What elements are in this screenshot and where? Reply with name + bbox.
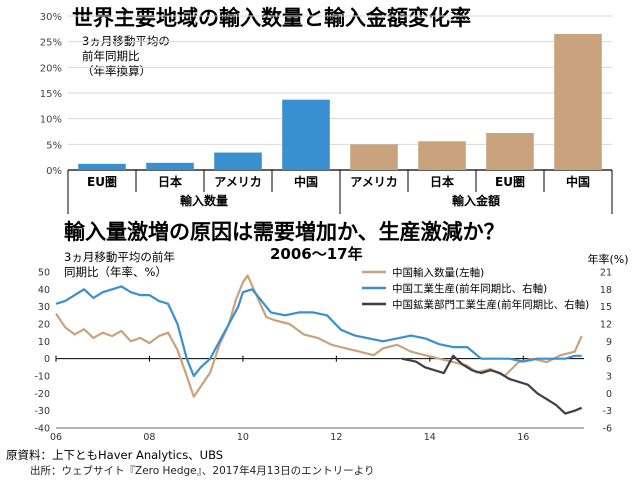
y-right-tick-label: -6 xyxy=(603,424,612,435)
bar xyxy=(282,99,330,170)
category-label: EU圏 xyxy=(87,175,117,189)
x-tick-label: 12 xyxy=(330,432,342,443)
series-line xyxy=(55,285,582,378)
category-label: アメリカ xyxy=(214,175,261,189)
x-tick-label: 10 xyxy=(237,432,249,443)
y-right-tick-label: 18 xyxy=(600,285,612,296)
category-label: 日本 xyxy=(158,174,182,189)
bar xyxy=(418,141,466,170)
top-chart-note: 3ヵ月移動平均の 前年同期比 （年率換算） xyxy=(82,34,170,78)
y-tick-label: 20% xyxy=(40,63,62,74)
legend-label: 中国工業生産(前年同期比、右軸) xyxy=(392,282,547,295)
x-tick-label: 16 xyxy=(517,432,529,443)
bar xyxy=(486,133,534,170)
x-tick-label: 14 xyxy=(424,432,436,443)
y-left-tick-label: 40 xyxy=(38,285,50,296)
bottom-chart-note: 3ヵ月移動平均の前年 同期比（年率、%） xyxy=(64,250,175,279)
category-label: 日本 xyxy=(430,174,454,189)
bottom-chart-title: 輸入量激増の原因は需要増加か、生産激減か？ xyxy=(64,220,505,244)
y-left-tick-label: 20 xyxy=(38,320,50,331)
bar xyxy=(146,162,194,170)
bar xyxy=(78,163,126,170)
bar xyxy=(554,33,602,170)
y-tick-label: 0% xyxy=(46,166,62,177)
citation-line: 出所：ウェブサイト『Zero Hedge』、2017年4月13日のエントリーより xyxy=(30,465,375,477)
y-left-tick-label: -20 xyxy=(34,389,50,400)
group-label: 輸入金額 xyxy=(452,193,500,208)
y-left-tick-label: 50 xyxy=(38,268,50,279)
bar xyxy=(350,144,398,170)
y-right-tick-label: 12 xyxy=(600,320,612,331)
legend-label: 中国鉱業部門工業生産(前年同期比、右軸) xyxy=(392,298,589,311)
y-left-tick-label: 30 xyxy=(38,302,50,313)
y-tick-label: 10% xyxy=(40,115,62,126)
y-right-tick-label: 6 xyxy=(606,354,612,365)
y-left-tick-label: -10 xyxy=(34,372,50,383)
y-tick-label: 15% xyxy=(40,89,62,100)
y-tick-label: 5% xyxy=(46,140,62,151)
y-right-tick-label: 0 xyxy=(606,389,612,400)
bar xyxy=(214,152,262,170)
y-left-tick-label: 0 xyxy=(44,354,50,365)
y-tick-label: 25% xyxy=(40,38,62,49)
legend-label: 中国輸入数量(左軸) xyxy=(392,266,484,279)
y-left-tick-label: -30 xyxy=(34,406,50,417)
category-label: アメリカ xyxy=(350,175,397,189)
category-label: 中国 xyxy=(566,174,590,189)
bottom-chart-subtitle: 2006～17年 xyxy=(270,245,363,263)
x-tick-label: 08 xyxy=(143,432,155,443)
y-tick-label: 30% xyxy=(40,12,62,23)
group-label: 輸入数量 xyxy=(180,193,228,208)
category-label: EU圏 xyxy=(495,175,525,189)
y-right-tick-label: -3 xyxy=(603,406,612,417)
top-chart-title: 世界主要地域の輸入数量と輸入金額変化率 xyxy=(72,6,471,30)
y-right-tick-label: 3 xyxy=(606,372,612,383)
source-line: 原資料：上下ともHaver Analytics、UBS xyxy=(6,448,224,462)
y-right-tick-label: 15 xyxy=(600,302,612,313)
y-right-tick-label: 9 xyxy=(606,337,612,348)
y-right-axis-label: 年率(%) xyxy=(587,252,628,266)
category-label: 中国 xyxy=(294,174,318,189)
y-right-tick-label: 21 xyxy=(600,268,612,279)
y-left-tick-label: -40 xyxy=(34,424,50,435)
x-tick-label: 06 xyxy=(50,432,62,443)
series-line xyxy=(401,354,583,415)
y-left-tick-label: 10 xyxy=(38,337,50,348)
